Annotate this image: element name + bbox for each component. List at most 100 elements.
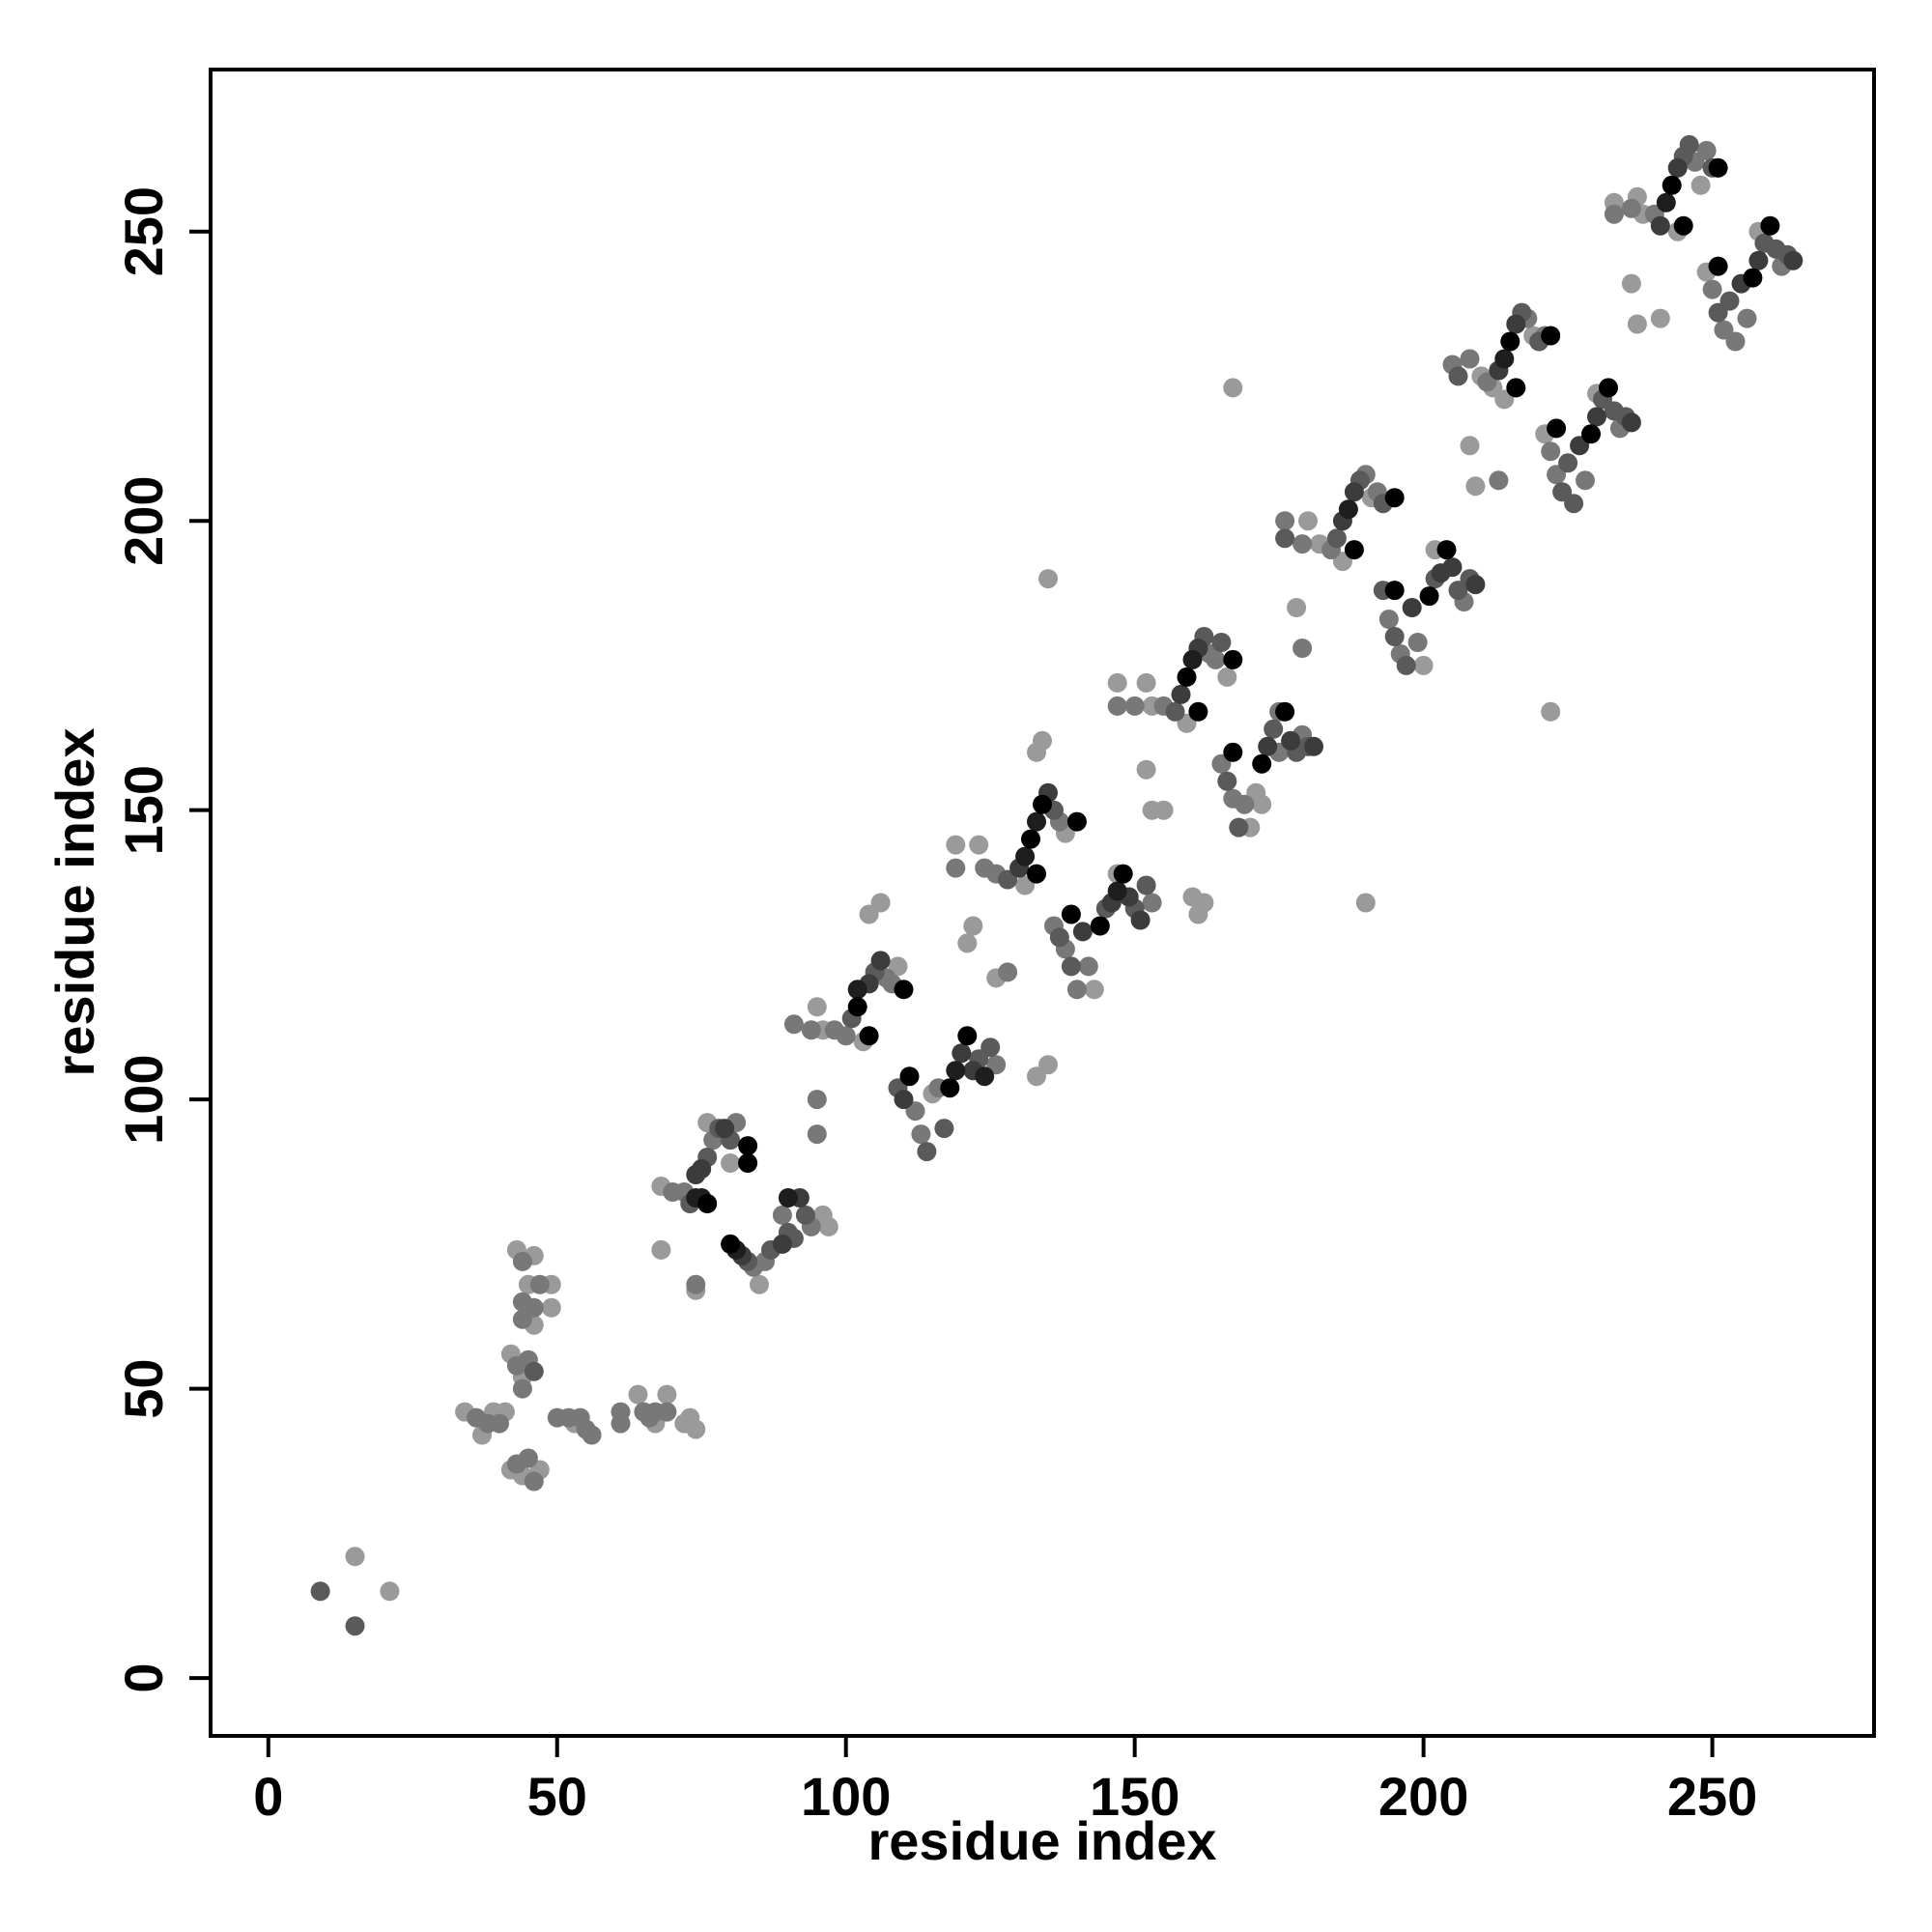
data-point [1748, 250, 1769, 270]
data-point [1252, 794, 1272, 814]
data-point [1275, 528, 1295, 549]
data-point [1078, 956, 1098, 977]
data-point [807, 1124, 827, 1145]
data-point [894, 1090, 914, 1110]
data-point [1084, 980, 1104, 1000]
data-point [1621, 198, 1641, 218]
data-point [1465, 476, 1486, 497]
data-point [1326, 528, 1347, 549]
data-point [1153, 800, 1174, 820]
data-point [1725, 331, 1746, 352]
data-point [1258, 736, 1278, 756]
data-point [750, 1274, 769, 1294]
data-point [1581, 424, 1601, 444]
data-point [1182, 649, 1203, 669]
data-point [1287, 598, 1307, 617]
y-tick-label: 0 [113, 1663, 174, 1693]
data-point [1194, 893, 1214, 913]
data-point [721, 1153, 741, 1173]
data-point [1136, 875, 1156, 895]
x-tick-label: 200 [1378, 1766, 1468, 1827]
data-point [847, 980, 867, 1000]
data-point [1650, 215, 1670, 236]
data-point [1027, 864, 1046, 884]
data-point [628, 1384, 648, 1405]
data-point [1061, 956, 1081, 977]
data-point [1298, 511, 1318, 531]
plot-frame [209, 68, 1876, 1738]
data-point [1547, 418, 1567, 439]
data-point [1136, 672, 1156, 693]
data-point [657, 1402, 677, 1422]
y-tick-label: 150 [113, 765, 174, 855]
y-tick-label: 100 [113, 1054, 174, 1144]
data-point [1783, 250, 1804, 270]
data-point [1177, 667, 1197, 687]
data-point [1679, 134, 1699, 155]
data-point [721, 1234, 741, 1254]
data-point [1038, 569, 1058, 589]
data-point [1541, 441, 1561, 462]
data-point [778, 1188, 798, 1208]
points-layer [310, 134, 1804, 1636]
data-point [1402, 598, 1422, 617]
data-point [870, 893, 891, 913]
data-point [1066, 811, 1087, 832]
data-point [1465, 575, 1486, 595]
data-point [1667, 157, 1688, 178]
data-point [1494, 349, 1515, 369]
data-point [1293, 534, 1313, 554]
data-point [946, 1061, 966, 1081]
data-point [1049, 927, 1069, 948]
data-point [1206, 649, 1226, 669]
data-point [807, 1090, 827, 1110]
data-point [963, 916, 983, 936]
data-point [795, 1205, 815, 1225]
data-point [1344, 540, 1364, 560]
data-point [1621, 273, 1641, 294]
data-point [310, 1581, 330, 1602]
data-point [1621, 412, 1641, 433]
data-point [1407, 633, 1428, 652]
data-point [1107, 672, 1127, 693]
y-axis: 0 50 100 150 200 250 [113, 186, 211, 1693]
data-point [911, 1124, 931, 1145]
data-point [1264, 719, 1284, 739]
data-point [1448, 366, 1468, 386]
data-point [1413, 655, 1434, 675]
data-point [940, 1078, 960, 1098]
data-point [1506, 378, 1526, 398]
data-point [1500, 331, 1520, 352]
data-point [1061, 904, 1081, 924]
data-point [345, 1616, 365, 1636]
data-point [1355, 893, 1376, 913]
data-point [1696, 140, 1717, 160]
data-point [490, 1413, 509, 1434]
data-point [899, 1066, 920, 1087]
data-point [1690, 175, 1711, 195]
data-point [1113, 864, 1133, 884]
data-point [345, 1547, 365, 1567]
data-point [1662, 175, 1682, 195]
data-point [1130, 910, 1151, 930]
data-point [980, 1037, 1001, 1058]
data-point [1281, 730, 1301, 751]
data-point [1378, 610, 1399, 629]
x-tick-label: 50 [527, 1766, 587, 1827]
data-point [1650, 308, 1670, 328]
data-point [380, 1581, 400, 1602]
data-point [1142, 893, 1162, 913]
data-point [772, 1234, 792, 1254]
data-point [870, 951, 891, 971]
data-point [952, 1043, 972, 1064]
data-point [1252, 753, 1272, 774]
data-point [692, 1159, 712, 1179]
y-tick-label: 250 [113, 186, 174, 276]
data-point [859, 1026, 879, 1046]
data-point [1743, 268, 1763, 288]
data-point [917, 1142, 937, 1162]
data-point [1021, 829, 1040, 849]
data-point [934, 1119, 954, 1139]
data-point [611, 1413, 631, 1434]
data-point [801, 1020, 821, 1040]
